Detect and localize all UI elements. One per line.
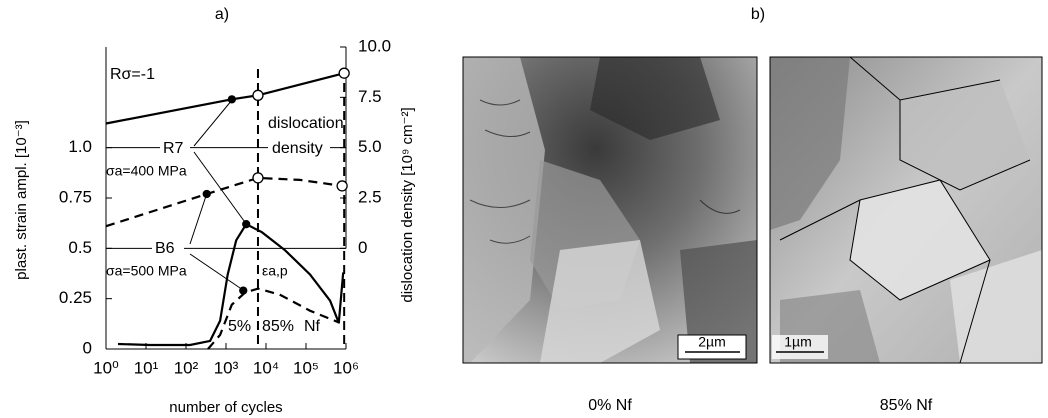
y-tick-label: 0.5 bbox=[68, 238, 92, 257]
x-axis-label: number of cycles bbox=[169, 399, 282, 416]
data-point bbox=[252, 172, 264, 184]
panel-title: a) bbox=[215, 6, 229, 23]
data-point bbox=[242, 220, 251, 229]
annotation: σa=500 MPa bbox=[106, 263, 187, 279]
annotation: dislocation bbox=[268, 115, 344, 132]
connector bbox=[189, 192, 208, 245]
micrograph bbox=[770, 57, 1042, 363]
x-tick-label: 10⁴ bbox=[253, 358, 279, 377]
annotation: Nf bbox=[304, 318, 321, 335]
y2-tick-label: 5.0 bbox=[358, 137, 382, 156]
data-line bbox=[105, 176, 343, 228]
x-tick-label: 10¹ bbox=[134, 358, 159, 377]
annotation: B6 bbox=[155, 240, 175, 257]
x-tick-label: 10³ bbox=[214, 358, 239, 377]
micrograph-frame bbox=[769, 56, 1043, 364]
data-line bbox=[105, 72, 345, 125]
data-point bbox=[338, 67, 350, 79]
annotation: density bbox=[272, 140, 323, 157]
label-bg bbox=[152, 238, 184, 260]
connector bbox=[189, 253, 244, 291]
data-point bbox=[227, 95, 236, 104]
scale-bar-label: 1µm bbox=[784, 334, 812, 350]
micrograph-caption: 85% Nf bbox=[880, 397, 933, 414]
annotation: εa,p bbox=[262, 263, 288, 279]
y-tick-label: 1.0 bbox=[68, 137, 92, 156]
annotation: Rσ=-1 bbox=[110, 66, 155, 83]
x-tick-label: 10⁰ bbox=[93, 358, 119, 377]
data-line bbox=[117, 222, 345, 347]
label-bg bbox=[160, 138, 190, 160]
annotation: 85% bbox=[262, 318, 294, 335]
scale-bar-label: 2µm bbox=[698, 334, 726, 350]
micrograph bbox=[463, 57, 757, 363]
data-point bbox=[202, 189, 211, 199]
connector bbox=[193, 99, 233, 147]
data-point bbox=[252, 89, 264, 101]
plot-area: 10⁰ 10¹ 10² 10³ 10⁴ 10⁵ 10⁶ 0 0.25 0.5 0.75 1.0 0 2.5… bbox=[59, 36, 391, 377]
annotation: R7 bbox=[163, 140, 184, 157]
y-tick-label: 0 bbox=[83, 338, 92, 357]
micrograph-caption: 0% Nf bbox=[588, 397, 632, 414]
micrograph-frame bbox=[462, 56, 758, 364]
connectors bbox=[189, 99, 248, 291]
data-point bbox=[239, 286, 248, 295]
y2-tick-label: 7.5 bbox=[358, 87, 382, 106]
data-point bbox=[336, 180, 348, 192]
x-tick-label: 10² bbox=[174, 358, 199, 377]
y-axis-label: plast. strain ampl. [10⁻³] bbox=[13, 120, 30, 280]
y2-tick-label: 2.5 bbox=[358, 187, 382, 206]
x-tick-label: 10⁶ bbox=[333, 358, 359, 377]
y-tick-label: 0.75 bbox=[59, 187, 92, 206]
y2-axis-label: dislocation density [10⁹ cm⁻²] bbox=[399, 107, 416, 302]
data-line bbox=[207, 287, 341, 350]
y2-tick-label: 10.0 bbox=[358, 36, 391, 55]
panel-title: b) bbox=[751, 6, 765, 23]
y2-tick-label: 0 bbox=[358, 238, 367, 257]
annotation: σa=400 MPa bbox=[106, 163, 187, 179]
connector bbox=[193, 151, 248, 226]
y-tick-label: 0.25 bbox=[59, 288, 92, 307]
x-tick-label: 10⁵ bbox=[293, 358, 319, 377]
label-bg bbox=[268, 138, 330, 160]
annotation: 5% bbox=[228, 318, 251, 335]
